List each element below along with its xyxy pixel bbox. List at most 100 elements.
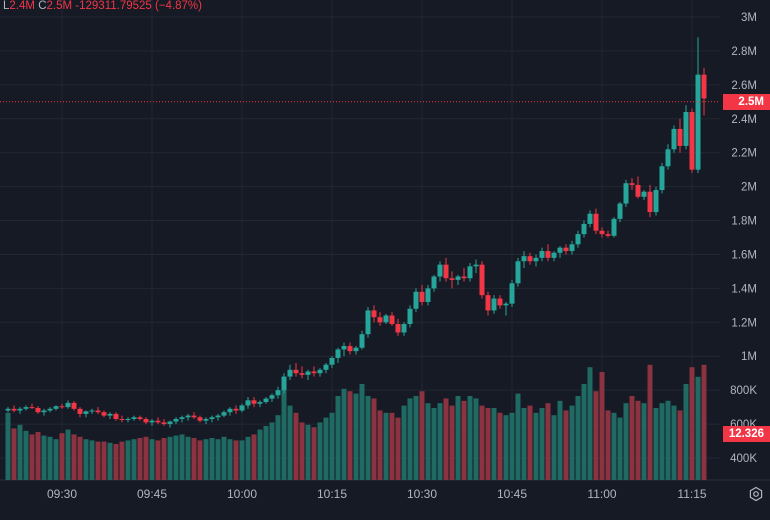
time-tick-label: 10:45 bbox=[497, 487, 527, 501]
volume-bar bbox=[29, 434, 35, 480]
volume-bar bbox=[185, 436, 191, 480]
price-tick-label: 400K bbox=[730, 453, 757, 465]
volume-bar bbox=[131, 439, 137, 480]
time-tick-label: 10:30 bbox=[407, 487, 437, 501]
candle-body bbox=[611, 218, 617, 236]
volume-bar bbox=[593, 391, 599, 480]
low-key: L bbox=[3, 0, 10, 12]
price-tick-label: 1.6M bbox=[731, 249, 757, 261]
volume-bar bbox=[653, 408, 659, 480]
volume-bar bbox=[287, 405, 293, 480]
candle-body bbox=[47, 408, 53, 411]
candle-body bbox=[83, 411, 89, 414]
volume-bar bbox=[305, 424, 311, 480]
candle-body bbox=[461, 276, 467, 279]
candle-body bbox=[473, 264, 479, 267]
volume-bar bbox=[269, 422, 275, 480]
candle-body bbox=[359, 334, 365, 348]
volume-bar bbox=[83, 439, 89, 480]
volume-bar bbox=[677, 410, 683, 480]
time-tick-label: 09:45 bbox=[137, 487, 167, 501]
candle-body bbox=[503, 303, 509, 306]
price-tick-label: 2.6M bbox=[731, 80, 757, 92]
candle-body bbox=[119, 418, 125, 420]
candle-body bbox=[41, 410, 47, 413]
volume-bar bbox=[335, 396, 341, 480]
candle-body bbox=[77, 408, 83, 414]
candle-body bbox=[239, 405, 245, 411]
volume-bar bbox=[5, 412, 11, 480]
candle-body bbox=[335, 349, 341, 358]
volume-bar bbox=[317, 422, 323, 480]
candle-body bbox=[527, 256, 533, 262]
settings-icon[interactable] bbox=[748, 486, 764, 502]
volume-bar bbox=[53, 439, 59, 480]
candle-body bbox=[491, 298, 497, 311]
volume-bar bbox=[413, 396, 419, 480]
candle-body bbox=[497, 298, 503, 306]
candle-body bbox=[569, 244, 575, 252]
candle-body bbox=[5, 408, 11, 411]
volume-bar bbox=[623, 403, 629, 480]
volume-bar bbox=[587, 367, 593, 480]
volume-bar bbox=[581, 384, 587, 480]
price-axis[interactable]: 3M 2.8M 2.6M 2.4M 2.2M 2M 1.8M 1.6M 1.4M 1.2M 1M 80… bbox=[730, 12, 757, 465]
candle-body bbox=[245, 400, 251, 406]
candle-body bbox=[95, 410, 101, 413]
candle-body bbox=[479, 264, 485, 296]
volume-bar bbox=[599, 372, 605, 480]
volume-bar bbox=[173, 435, 179, 480]
volume-bar bbox=[497, 412, 503, 480]
volume-bar bbox=[233, 440, 239, 480]
price-tick-label: 1.8M bbox=[731, 216, 757, 228]
candle-body bbox=[539, 251, 545, 258]
volume-bar bbox=[101, 441, 107, 480]
volume-bar bbox=[143, 436, 149, 480]
volume-bar bbox=[635, 400, 641, 480]
candle-body bbox=[695, 74, 701, 170]
time-tick-label: 11:00 bbox=[587, 487, 616, 501]
candle-body bbox=[221, 412, 227, 416]
price-candles bbox=[5, 37, 707, 428]
volume-bar bbox=[509, 412, 515, 480]
volume-badge: 12.326 bbox=[723, 426, 770, 442]
candle-body bbox=[113, 413, 119, 419]
volume-bar bbox=[263, 426, 269, 480]
candle-body bbox=[437, 264, 443, 277]
candle-body bbox=[293, 369, 299, 374]
candle-body bbox=[173, 418, 179, 422]
candle-body bbox=[149, 420, 155, 423]
volume-bar bbox=[563, 410, 569, 480]
candle-body bbox=[401, 324, 407, 333]
candle-body bbox=[407, 308, 413, 325]
price-tick-label: 2.8M bbox=[731, 46, 757, 58]
candle-body bbox=[323, 364, 329, 370]
candle-body bbox=[59, 406, 65, 408]
volume-bar bbox=[155, 440, 161, 480]
candle-body bbox=[269, 395, 275, 399]
volume-bar bbox=[281, 381, 287, 480]
candle-body bbox=[227, 408, 233, 413]
candle-body bbox=[389, 315, 395, 325]
candle-body bbox=[209, 417, 215, 419]
candle-body bbox=[17, 408, 23, 411]
time-axis[interactable]: 09:30 09:45 10:00 10:15 10:30 10:45 11:00 11:15 bbox=[47, 487, 707, 501]
volume-bar bbox=[299, 422, 305, 480]
price-tick-label: 1.4M bbox=[731, 283, 757, 295]
candle-body bbox=[353, 347, 359, 352]
volume-bar bbox=[467, 396, 473, 480]
candle-body bbox=[101, 412, 107, 416]
volume-bar bbox=[35, 432, 41, 480]
volume-bar bbox=[59, 433, 65, 480]
volume-bar bbox=[449, 405, 455, 480]
candle-body bbox=[635, 184, 641, 197]
volume-bar bbox=[425, 403, 431, 480]
volume-bar bbox=[329, 412, 335, 480]
price-tick-label: 3M bbox=[741, 12, 757, 24]
volume-bar bbox=[95, 441, 101, 480]
volume-bar bbox=[179, 434, 185, 480]
candle-body bbox=[671, 128, 677, 150]
volume-bar bbox=[575, 396, 581, 480]
candle-body bbox=[599, 230, 605, 235]
